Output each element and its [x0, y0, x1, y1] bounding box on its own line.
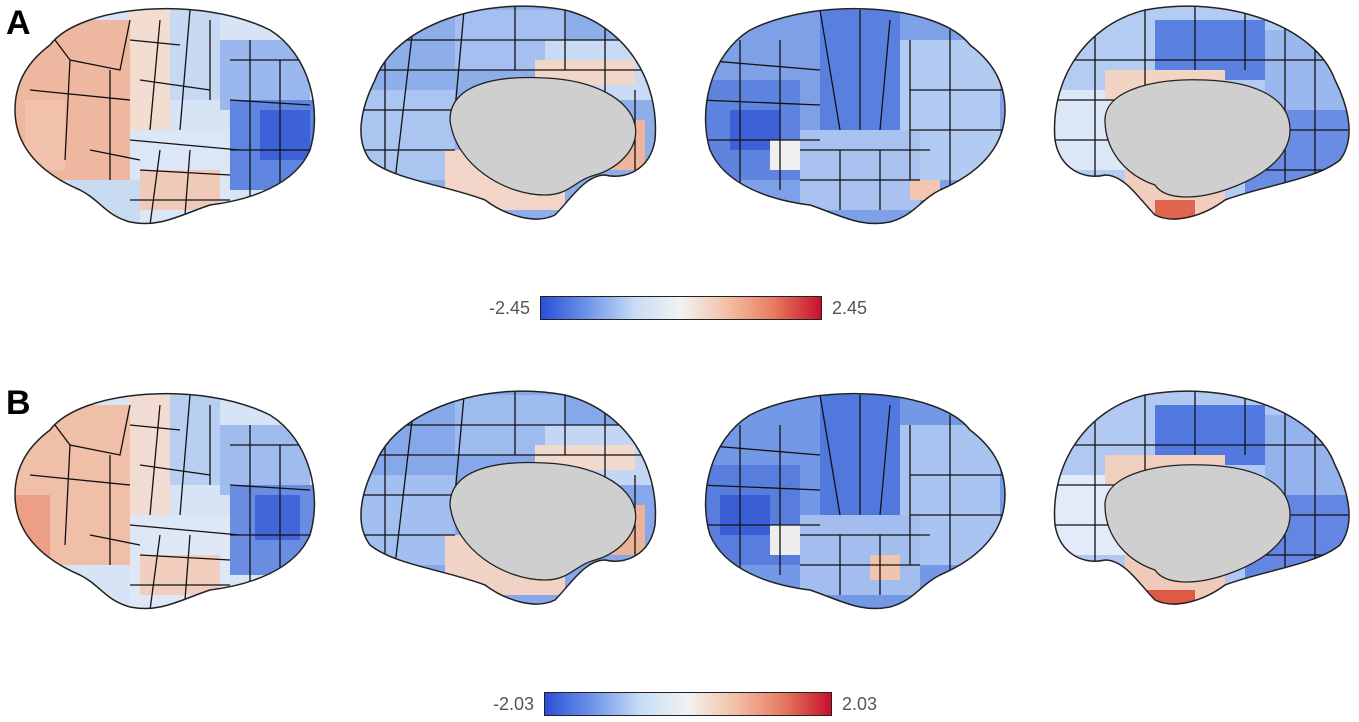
brain-right-medial-a	[1053, 5, 1350, 220]
brain-left-medial-a	[360, 5, 657, 220]
colorbar-max-label: 2.03	[842, 694, 878, 714]
colorbar-gradient	[540, 296, 822, 320]
brain-right-lateral-b	[704, 392, 1006, 610]
colorbar-max-label: 2.45	[832, 298, 868, 318]
colorbar-b: -2.03 2.03	[474, 692, 894, 718]
colorbar-a: -2.45 2.45	[470, 296, 890, 322]
brain-right-medial-b	[1053, 390, 1350, 605]
colorbar-min-label: -2.45	[488, 298, 530, 318]
brain-right-lateral-a	[704, 7, 1006, 225]
colorbar-gradient	[544, 692, 832, 716]
brain-left-lateral-a	[14, 7, 316, 225]
panel-label-a: A	[6, 4, 31, 42]
colorbar-min-label: -2.03	[492, 694, 534, 714]
panel-label-b: B	[6, 384, 31, 422]
brain-left-medial-b	[360, 390, 657, 605]
brain-left-lateral-b	[14, 392, 316, 610]
